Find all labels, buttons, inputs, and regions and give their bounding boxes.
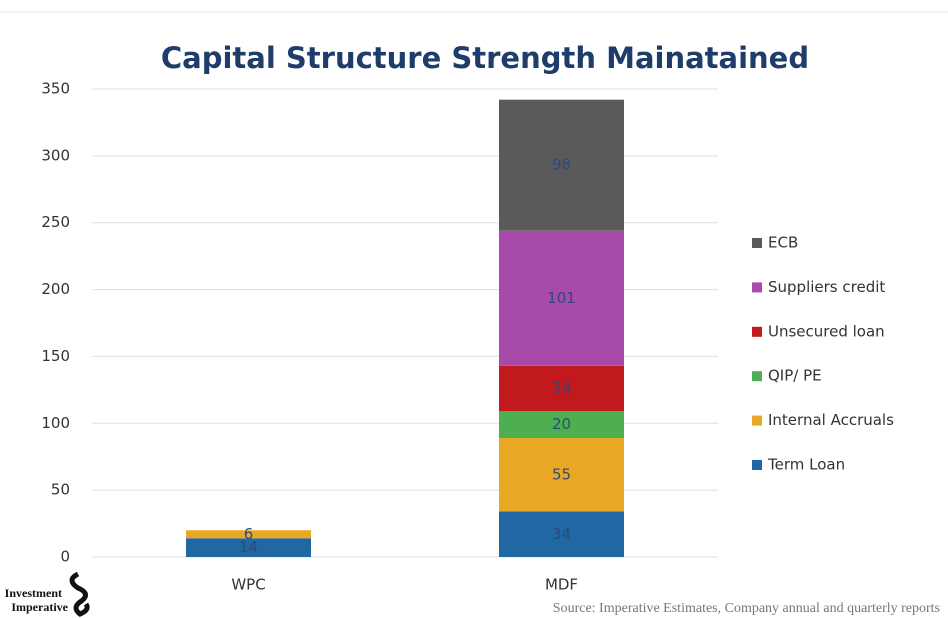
logo-icon — [69, 571, 90, 617]
x-tick-label: MDF — [545, 576, 578, 594]
bar-segment — [499, 230, 624, 366]
y-tick-label: 0 — [60, 548, 70, 566]
y-tick-label: 50 — [51, 481, 70, 499]
bar-segment — [499, 511, 624, 557]
logo-text: Investment — [5, 586, 62, 600]
legend-swatch — [752, 326, 762, 337]
legend-label: Suppliers credit — [768, 278, 885, 296]
legend-label: ECB — [768, 234, 798, 252]
legend-swatch — [752, 371, 762, 382]
legend-label: Unsecured loan — [768, 322, 885, 340]
bar-segment — [499, 99, 624, 231]
legend-swatch — [752, 238, 762, 248]
bar-segment — [499, 411, 624, 438]
y-tick-label: 200 — [41, 280, 70, 298]
y-tick-label: 100 — [41, 414, 70, 432]
bar-segment — [186, 530, 311, 539]
data-label: 101 — [547, 289, 576, 307]
source-note: Source: Imperative Estimates, Company an… — [553, 601, 940, 616]
data-label: 55 — [552, 465, 571, 483]
legend-label: Internal Accruals — [768, 411, 894, 429]
chart-title: Capital Structure Strength Mainatained — [161, 41, 809, 75]
logo-text: Imperative — [11, 600, 68, 614]
legend-swatch — [752, 415, 762, 426]
y-tick-label: 250 — [41, 213, 70, 231]
data-label: 20 — [552, 415, 571, 433]
legend-swatch — [752, 282, 762, 293]
data-label: 6 — [244, 525, 254, 543]
y-tick-label: 300 — [41, 146, 70, 164]
data-label: 34 — [552, 525, 571, 543]
legend-label: Term Loan — [767, 456, 845, 474]
x-tick-label: WPC — [231, 576, 265, 594]
y-tick-label: 350 — [41, 80, 70, 98]
y-tick-label: 150 — [41, 347, 70, 365]
data-label: 98 — [552, 156, 571, 174]
bar-segment — [499, 437, 624, 512]
data-label: 14 — [239, 538, 258, 556]
legend-swatch — [752, 460, 762, 470]
bar-segment — [186, 538, 311, 557]
bar-segment — [499, 365, 624, 412]
legend-label: QIP/ PE — [768, 367, 822, 385]
data-label: 34 — [552, 379, 571, 397]
